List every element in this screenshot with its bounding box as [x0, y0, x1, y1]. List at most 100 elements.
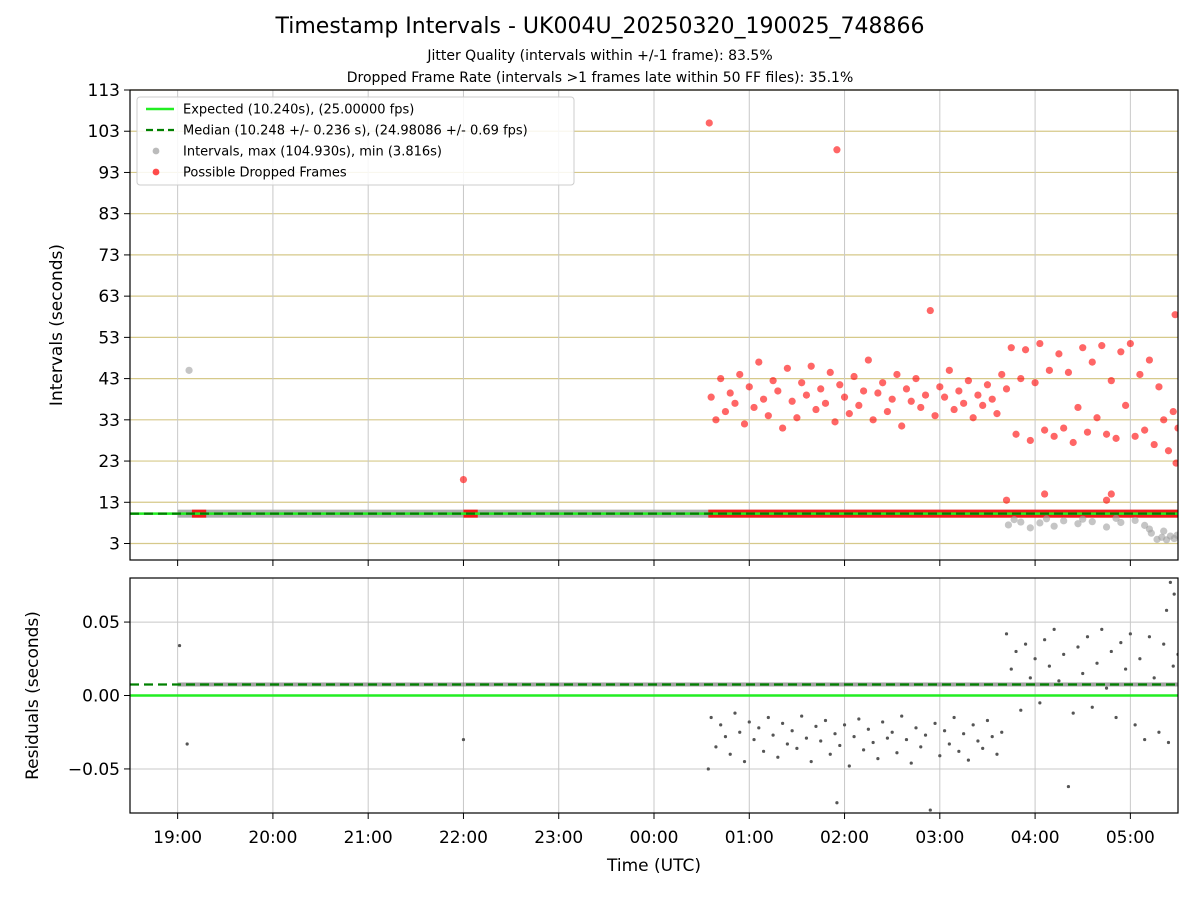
x-tick-label: 05:00: [1106, 828, 1155, 848]
dropped-frame-point: [740, 420, 749, 428]
dropped-frame-point: [974, 391, 982, 399]
dropped-frame-point: [979, 401, 987, 409]
dropped-frame-point: [798, 379, 806, 387]
legend-entry-label: Expected (10.240s), (25.00000 fps): [183, 103, 414, 118]
dropped-frame-point: [998, 370, 1006, 379]
residuals-y-tick-label: 0.05: [82, 613, 120, 633]
residual-point: [1023, 642, 1028, 646]
dropped-frame-point: [1098, 342, 1106, 350]
interval-point: [1102, 523, 1111, 531]
residual-point: [1071, 711, 1075, 715]
residual-point: [1166, 740, 1171, 745]
legend: Expected (10.240s), (25.00000 fps) Median…: [136, 96, 575, 186]
dropped-frame-point: [964, 377, 973, 385]
legend-box: [136, 96, 575, 186]
dropped-frame-point: [1164, 447, 1173, 455]
interval-point: [1173, 531, 1178, 539]
dropped-frame-point: [879, 379, 887, 387]
residual-point: [904, 737, 909, 742]
residual-point: [852, 735, 856, 739]
residual-point: [723, 735, 728, 739]
residual-point: [809, 759, 813, 764]
residual-point: [885, 736, 890, 740]
residual-point: [742, 759, 747, 764]
dropped-frame-point: [869, 416, 877, 424]
dropped-frame-point: [960, 399, 968, 407]
dropped-frame-point: [1021, 346, 1030, 354]
dropped-frame-point: [1012, 430, 1020, 438]
residual-point: [1052, 627, 1056, 632]
residuals-plot-area: [130, 580, 1178, 812]
dropped-frame-point: [759, 395, 768, 403]
dropped-frame-point: [1171, 311, 1178, 319]
residual-point: [1014, 649, 1018, 654]
residual-point: [714, 745, 718, 749]
dropped-frame-point: [745, 383, 753, 391]
residual-point: [842, 723, 847, 727]
residual-point: [1119, 641, 1123, 645]
residual-point: [1124, 667, 1128, 671]
residual-point: [833, 732, 837, 736]
interval-point: [1117, 518, 1125, 527]
dropped-frame-point: [1136, 370, 1144, 379]
residual-point: [1133, 723, 1137, 727]
residual-point: [847, 764, 851, 768]
intervals-y-tick-label: 43: [98, 370, 120, 390]
legend-entry-label: Possible Dropped Frames: [183, 166, 347, 181]
dropped-frame-point: [898, 422, 906, 430]
residual-point: [895, 751, 899, 755]
x-tick-label: 20:00: [248, 828, 297, 848]
dropped-frame-point: [988, 395, 996, 403]
intervals-y-tick-label: 83: [98, 205, 120, 225]
dropped-frame-point: [1112, 434, 1120, 442]
dropped-frame-point: [1150, 440, 1158, 449]
dropped-frame-point: [883, 407, 892, 416]
residual-point: [1066, 784, 1071, 789]
legend-dropped-swatch: [152, 168, 160, 176]
residual-point: [957, 749, 961, 753]
x-tick-label: 19:00: [153, 828, 202, 848]
dropped-frame-point: [812, 405, 820, 414]
interval-point: [1010, 515, 1018, 524]
interval-point: [1050, 522, 1058, 530]
dropped-frame-point: [726, 389, 734, 397]
interval-point: [1004, 521, 1013, 529]
interval-point: [1042, 515, 1051, 523]
residual-point: [890, 730, 894, 734]
interval-point: [1017, 518, 1025, 526]
x-tick-label: 22:00: [439, 828, 488, 848]
dropped-frame-point: [736, 370, 744, 379]
legend-intervals-swatch: [152, 147, 160, 155]
dropped-frame-point: [1041, 490, 1049, 498]
dropped-frame-point: [969, 414, 977, 422]
residual-point: [1114, 715, 1118, 720]
dropped-frame-point: [831, 418, 839, 426]
dropped-frame-point: [1041, 426, 1049, 434]
residual-point: [1076, 645, 1080, 649]
residual-point: [719, 723, 723, 727]
dropped-frame-point: [1141, 426, 1149, 434]
residual-point: [1138, 657, 1142, 661]
residual-point: [781, 721, 785, 726]
residual-point: [823, 718, 828, 723]
intervals-y-tick-label: 73: [98, 246, 120, 266]
interval-point: [1060, 517, 1068, 525]
residuals-y-tick-label: 0.00: [82, 687, 120, 707]
dropped-frame-point: [945, 366, 953, 374]
residual-point: [1147, 635, 1152, 639]
intervals-y-tick-label: 3: [109, 535, 120, 555]
dropped-frame-point: [1060, 424, 1068, 432]
residual-point: [1104, 686, 1109, 690]
dropped-frame-point: [907, 397, 915, 405]
residual-point: [857, 717, 861, 721]
residual-point: [835, 801, 839, 805]
residual-point: [1172, 592, 1176, 596]
dropped-frame-point: [1117, 348, 1125, 356]
dropped-frame-point: [1172, 459, 1178, 467]
dropped-frame-point: [707, 393, 715, 401]
dropped-frame-point: [921, 391, 930, 399]
axis-ticks: 3 13 23 33 43 53 63 73 83 93 103 113 0.05 0.00 −0.05 19…: [68, 81, 1155, 848]
residual-point: [1157, 730, 1161, 734]
residual-point: [185, 742, 189, 746]
dropped-frame-point: [1107, 377, 1115, 385]
